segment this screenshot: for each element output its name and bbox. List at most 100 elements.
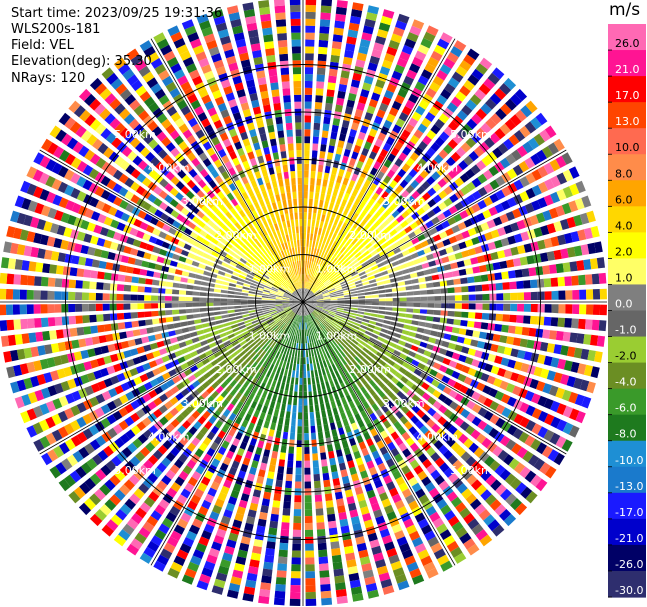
velocity-cell	[376, 109, 386, 119]
velocity-cell	[13, 274, 21, 285]
velocity-cell	[26, 231, 36, 243]
velocity-cell	[119, 160, 130, 171]
velocity-cell	[215, 319, 223, 325]
velocity-cell	[60, 354, 69, 365]
velocity-cell	[324, 229, 330, 238]
velocity-cell	[455, 527, 468, 539]
velocity-cell	[335, 336, 342, 343]
velocity-cell	[309, 300, 317, 302]
velocity-cell	[417, 123, 428, 134]
velocity-cell	[47, 207, 58, 219]
velocity-cell	[261, 405, 268, 414]
velocity-cell	[583, 259, 592, 270]
velocity-cell	[283, 494, 292, 502]
velocity-cell	[269, 363, 275, 372]
velocity-cell	[151, 303, 158, 309]
velocity-cell	[519, 402, 530, 413]
velocity-cell	[352, 375, 360, 383]
velocity-cell	[504, 473, 517, 486]
velocity-cell	[314, 290, 321, 295]
velocity-cell	[523, 376, 533, 387]
velocity-cell	[193, 285, 201, 291]
velocity-cell	[199, 292, 207, 297]
velocity-cell	[235, 333, 243, 340]
velocity-cell	[404, 38, 416, 49]
velocity-cell	[530, 352, 540, 363]
velocity-cell	[61, 458, 73, 471]
velocity-cell	[238, 227, 246, 235]
velocity-cell	[371, 49, 382, 59]
velocity-cell	[384, 351, 393, 358]
velocity-cell	[157, 303, 165, 309]
velocity-cell	[284, 280, 290, 287]
velocity-cell	[304, 150, 310, 157]
velocity-cell	[308, 293, 315, 298]
velocity-cell	[276, 319, 283, 325]
velocity-cell	[130, 294, 138, 301]
velocity-cell	[348, 282, 356, 287]
velocity-cell	[472, 190, 482, 201]
velocity-cell	[226, 539, 237, 549]
velocity-cell	[347, 386, 354, 394]
velocity-cell	[310, 276, 314, 283]
velocity-cell	[303, 343, 306, 351]
velocity-cell	[396, 381, 405, 389]
velocity-cell	[221, 196, 229, 205]
velocity-cell	[45, 191, 56, 204]
velocity-cell	[382, 210, 391, 219]
velocity-cell	[266, 370, 272, 378]
velocity-cell	[289, 298, 297, 301]
velocity-cell	[598, 272, 607, 284]
velocity-cell	[478, 141, 490, 153]
velocity-cell	[234, 309, 242, 313]
velocity-cell	[112, 169, 123, 180]
velocity-cell	[201, 400, 210, 409]
velocity-cell	[360, 386, 368, 395]
velocity-cell	[324, 337, 329, 344]
velocity-cell	[393, 265, 402, 272]
velocity-cell	[217, 190, 225, 200]
velocity-cell	[570, 361, 580, 373]
velocity-cell	[510, 292, 518, 301]
velocity-cell	[454, 344, 463, 352]
velocity-cell	[240, 536, 251, 545]
velocity-cell	[290, 276, 295, 284]
velocity-cell	[247, 173, 255, 182]
velocity-cell	[287, 310, 293, 316]
velocity-cell	[372, 329, 381, 336]
velocity-cell	[280, 266, 286, 273]
velocity-cell	[294, 282, 298, 290]
velocity-cell	[152, 228, 161, 237]
velocity-cell	[301, 302, 303, 309]
velocity-cell	[327, 387, 333, 396]
velocity-cell	[76, 191, 87, 202]
velocity-cell	[247, 366, 254, 375]
velocity-cell	[169, 187, 179, 197]
velocity-cell	[255, 380, 262, 388]
velocity-cell	[211, 390, 219, 399]
velocity-cell	[435, 372, 444, 381]
velocity-cell	[357, 419, 365, 428]
velocity-cell	[73, 376, 83, 387]
velocity-cell	[401, 44, 414, 55]
velocity-cell	[422, 203, 431, 212]
velocity-cell	[414, 81, 426, 92]
velocity-cell	[369, 261, 377, 267]
velocity-cell	[327, 325, 334, 332]
velocity-cell	[283, 257, 288, 264]
velocity-cell	[521, 268, 530, 277]
velocity-cell	[304, 308, 308, 316]
velocity-cell	[406, 32, 419, 43]
velocity-cell	[403, 324, 411, 330]
velocity-cell	[385, 311, 393, 316]
velocity-cell	[137, 210, 147, 220]
velocity-cell	[89, 314, 97, 323]
velocity-cell	[485, 98, 497, 110]
velocity-cell	[422, 392, 431, 401]
velocity-cell	[265, 328, 272, 334]
velocity-cell	[133, 123, 145, 135]
velocity-cell	[384, 315, 392, 320]
velocity-cell	[519, 191, 530, 202]
velocity-cell	[319, 577, 331, 585]
velocity-cell	[362, 25, 374, 35]
